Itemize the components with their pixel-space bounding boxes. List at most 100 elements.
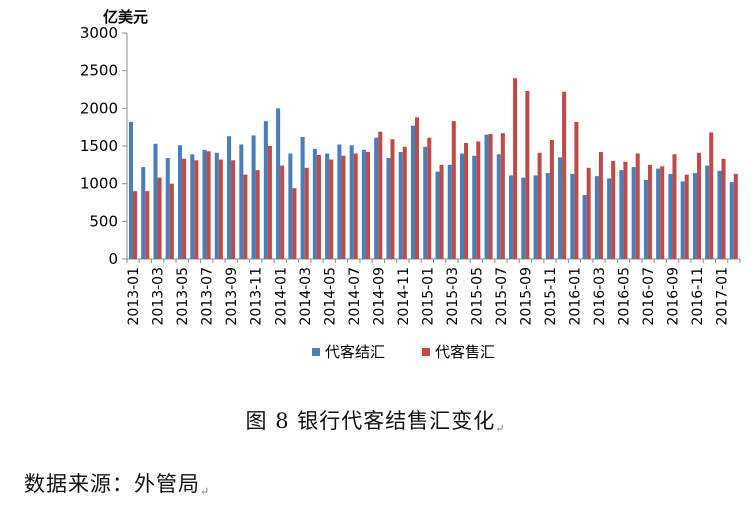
x-tick-label: 2015-01 — [420, 267, 436, 326]
x-tick-label: 2015-07 — [494, 267, 510, 326]
bar-settlement-2015-05 — [472, 155, 477, 259]
bar-settlement-2015-08 — [509, 175, 514, 259]
bar-sale-2015-07 — [500, 133, 505, 259]
bar-settlement-2016-07 — [643, 179, 648, 259]
bar-settlement-2013-03 — [153, 143, 158, 259]
bar-sale-2014-06 — [341, 155, 346, 259]
return-mark: ↵ — [495, 422, 506, 435]
x-tick-label: 2014-09 — [371, 267, 387, 326]
y-tick-label: 1000 — [80, 175, 118, 193]
bar-sale-2013-07 — [206, 151, 211, 259]
bar-settlement-2015-01 — [423, 146, 428, 259]
legend-label: 代客售汇 — [435, 343, 495, 361]
x-tick-label: 2013-07 — [200, 267, 216, 326]
bar-settlement-2014-04 — [312, 149, 317, 259]
bar-settlement-2015-06 — [484, 134, 489, 259]
x-tick-label: 2014-07 — [347, 267, 363, 326]
bar-settlement-2013-12 — [263, 121, 268, 259]
x-tick-label: 2013-09 — [224, 267, 240, 326]
x-tick-label: 2015-03 — [445, 267, 461, 326]
bar-settlement-2013-05 — [178, 145, 183, 259]
bar-sale-2013-11 — [255, 170, 260, 259]
axes: 0 500 1000 1500 2000 2500 3000 2013-01 2013-03 20… — [80, 24, 741, 326]
bar-sale-2013-09 — [231, 160, 236, 259]
bar-sale-2014-12 — [414, 117, 420, 260]
bar-sale-2014-10 — [390, 139, 395, 259]
bar-sale-2014-04 — [316, 155, 321, 259]
x-tick-label: 2013-03 — [151, 267, 167, 326]
bar-settlement-2015-07 — [496, 154, 501, 259]
bar-settlement-2014-11 — [398, 152, 403, 259]
figure-caption: 图 8 银行代客结售汇变化↵ — [0, 405, 751, 435]
bar-sale-2014-02 — [292, 188, 297, 259]
x-tick-label: 2015-11 — [543, 267, 559, 326]
legend-swatch — [312, 348, 320, 356]
x-tick-label: 2014-03 — [298, 267, 314, 326]
caption-text: 图 8 银行代客结售汇变化 — [245, 409, 496, 433]
bar-settlement-2014-09 — [374, 137, 379, 259]
bar-settlement-2015-04 — [459, 153, 465, 259]
legend-label: 代客结汇 — [325, 343, 385, 361]
bar-sale-2014-08 — [365, 152, 370, 259]
bar-sale-2017-01 — [721, 158, 726, 259]
bar-sale-2014-09 — [378, 131, 383, 259]
bar-settlement-2017-02 — [729, 182, 734, 259]
x-tick-label: 2014-01 — [273, 267, 289, 326]
bar-sale-2016-05 — [623, 161, 628, 259]
bar-settlement-2014-06 — [337, 144, 342, 259]
y-tick-label: 500 — [89, 212, 118, 230]
bar-sale-2016-09 — [672, 154, 677, 259]
bar-sale-2013-06 — [194, 160, 199, 259]
y-tick-label: 1500 — [80, 137, 118, 155]
x-tick-label: 2016-05 — [617, 267, 633, 326]
bar-sale-2016-12 — [709, 132, 714, 259]
bar-settlement-2015-12 — [558, 157, 563, 259]
bar-sale-2013-04 — [169, 183, 174, 259]
legend: 代客结汇 代客售汇 — [312, 343, 495, 361]
bar-settlement-2016-08 — [656, 168, 661, 259]
bar-settlement-2014-01 — [276, 108, 281, 259]
bar-sale-2013-03 — [157, 177, 162, 259]
bar-sale-2014-11 — [402, 146, 407, 259]
bar-settlement-2016-10 — [680, 181, 685, 259]
bar-settlement-2016-09 — [668, 173, 673, 259]
bar-settlement-2014-02 — [288, 153, 293, 259]
bar-settlement-2013-02 — [141, 167, 146, 259]
y-tick-label: 3000 — [80, 24, 118, 42]
bar-sale-2016-11 — [696, 152, 702, 259]
bar-settlement-2016-05 — [619, 170, 624, 259]
bar-sale-2015-08 — [513, 78, 518, 259]
bar-settlement-2015-03 — [447, 164, 452, 259]
bar-sale-2015-12 — [562, 91, 567, 259]
bar-sale-2015-04 — [464, 142, 469, 259]
bar-settlement-2016-02 — [582, 194, 587, 259]
bar-sale-2015-01 — [427, 137, 432, 259]
bar-sale-2016-01 — [574, 121, 579, 259]
bar-sale-2015-11 — [549, 139, 554, 259]
y-tick-label: 2000 — [80, 99, 118, 117]
bar-sale-2013-10 — [243, 174, 248, 259]
y-tick-label: 0 — [108, 250, 118, 268]
bar-settlement-2013-04 — [165, 158, 170, 259]
bar-settlement-2016-04 — [607, 178, 612, 259]
bar-settlement-2016-01 — [570, 173, 575, 259]
x-tick-label: 2016-01 — [567, 267, 583, 326]
x-tick-label: 2017-01 — [715, 267, 731, 326]
bar-settlement-2016-12 — [705, 165, 710, 259]
legend-swatch — [422, 348, 430, 356]
x-tick-label: 2013-11 — [249, 267, 265, 326]
bar-sale-2015-05 — [476, 141, 481, 259]
source-text: 数据来源：外管局 — [24, 472, 200, 496]
bar-settlement-2013-11 — [251, 135, 256, 259]
bar-settlement-2014-08 — [361, 149, 366, 259]
bar-settlement-2015-11 — [545, 173, 550, 259]
bar-sale-2016-06 — [635, 153, 640, 259]
x-tick-label: 2013-05 — [175, 267, 191, 326]
bar-settlement-2014-10 — [386, 158, 391, 259]
bar-settlement-2014-03 — [300, 136, 305, 259]
bar-settlement-2013-07 — [202, 149, 207, 259]
chart: 亿美元 0 500 1000 1500 2000 2500 3000 2013-01 2013-… — [80, 8, 741, 361]
bar-settlement-2013-01 — [128, 121, 134, 259]
bar-settlement-2015-02 — [435, 171, 440, 259]
bar-sale-2013-05 — [182, 158, 187, 259]
